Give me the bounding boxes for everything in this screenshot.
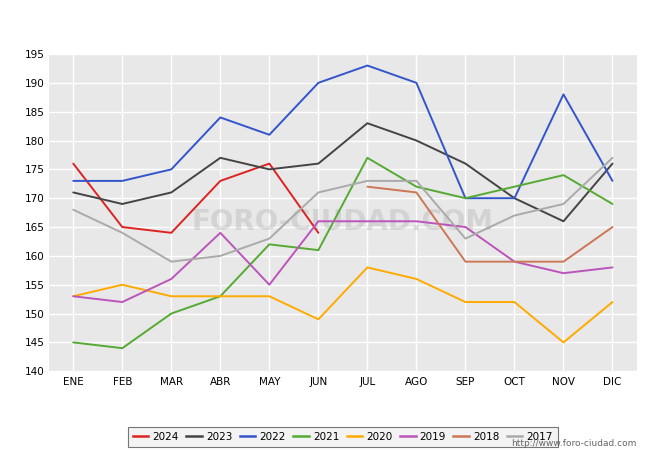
- Text: http://www.foro-ciudad.com: http://www.foro-ciudad.com: [512, 439, 637, 448]
- Text: FORO-CIUDAD.COM: FORO-CIUDAD.COM: [192, 208, 494, 236]
- Legend: 2024, 2023, 2022, 2021, 2020, 2019, 2018, 2017: 2024, 2023, 2022, 2021, 2020, 2019, 2018…: [127, 427, 558, 447]
- Text: Afiliados en Pedraza a 31/5/2024: Afiliados en Pedraza a 31/5/2024: [188, 14, 462, 33]
